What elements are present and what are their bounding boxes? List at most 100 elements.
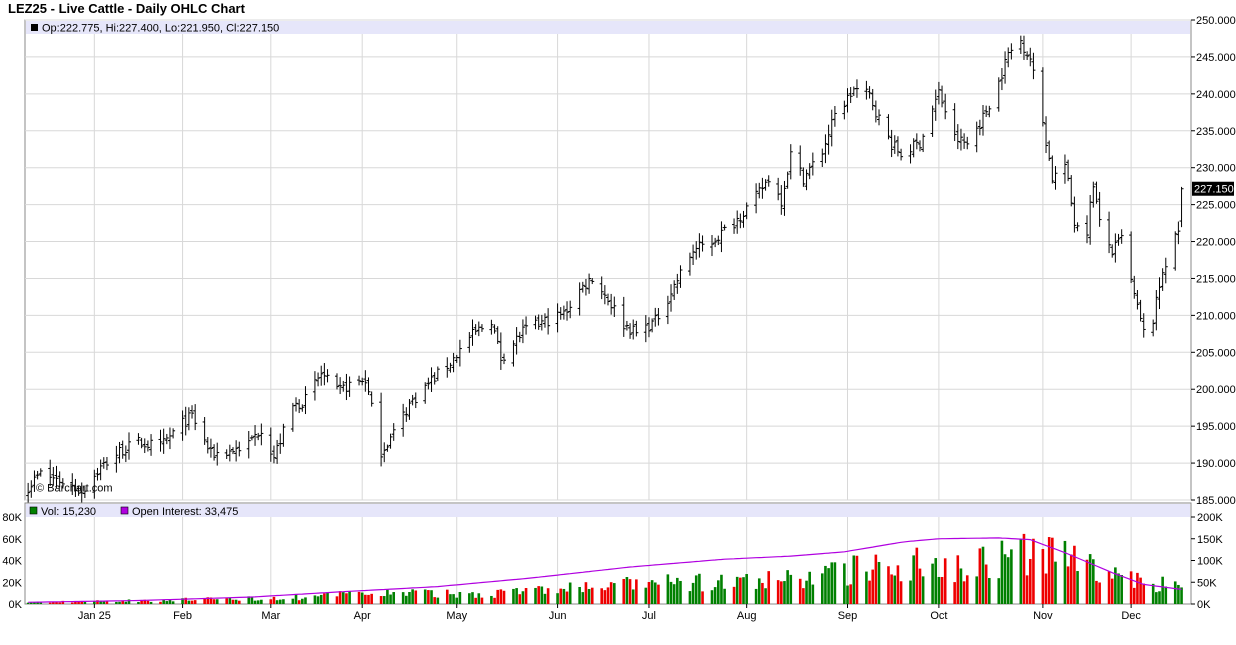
volume-bar — [212, 599, 216, 604]
volume-bar — [540, 586, 544, 604]
volume-bar — [1073, 545, 1076, 604]
volume-bar — [304, 597, 307, 604]
volume-bar — [301, 598, 304, 604]
volume-bar — [335, 596, 339, 604]
volume-bar — [628, 579, 632, 604]
volume-bar — [959, 568, 963, 604]
volume-bar — [1076, 571, 1079, 604]
volume-bar — [802, 588, 805, 604]
volume-bar — [940, 576, 944, 604]
price-tick-label: 210.000 — [1196, 310, 1236, 322]
price-panel-frame — [24, 19, 1192, 501]
time-tick-label: Nov — [1033, 610, 1053, 622]
volume-bar — [716, 580, 720, 604]
volume-bar — [433, 597, 436, 604]
volume-bar — [657, 584, 660, 604]
open-interest-legend: Open Interest: 33,475 — [132, 506, 238, 518]
time-tick-label: Apr — [354, 610, 371, 622]
chart-title: LEZ25 - Live Cattle - Daily OHLC Chart — [8, 1, 245, 16]
volume-bar — [805, 580, 808, 604]
volume-bar — [846, 585, 849, 604]
volume-bar — [70, 602, 74, 604]
volume-bar — [379, 596, 383, 604]
volume-bar — [745, 574, 748, 604]
volume-bar — [524, 588, 528, 604]
volume-bar — [852, 555, 856, 604]
volume-bar — [786, 570, 789, 604]
volume-legend-band — [26, 504, 1190, 517]
volume-bar — [518, 594, 522, 604]
volume-bar — [1132, 587, 1136, 604]
volume-bar — [921, 576, 925, 604]
volume-bar — [162, 599, 165, 604]
price-tick-label: 190.000 — [1196, 458, 1236, 470]
volume-bar — [735, 576, 739, 604]
volume-bar — [477, 593, 481, 604]
volume-tick-label: 20K — [2, 577, 22, 589]
time-tick-label: Jun — [549, 610, 567, 622]
volume-bar — [382, 596, 386, 604]
volume-bar — [1010, 549, 1013, 604]
volume-bar — [58, 602, 61, 604]
volume-bar — [256, 600, 260, 604]
volume-bar — [1069, 554, 1073, 604]
volume-bar — [297, 600, 301, 604]
volume-bar — [471, 592, 474, 604]
volume-bar — [820, 573, 824, 604]
volume-bar — [1054, 561, 1057, 604]
volume-bar — [1085, 559, 1089, 604]
price-tick-label: 225.000 — [1196, 200, 1236, 212]
volume-bar — [250, 596, 254, 604]
volume-bar — [30, 602, 33, 604]
volume-bar — [1142, 583, 1146, 604]
volume-bar — [931, 563, 934, 604]
last-price-label: 227.150 — [1194, 184, 1234, 196]
volume-bar — [348, 590, 351, 604]
volume-bar — [253, 600, 257, 604]
volume-bar — [691, 582, 695, 604]
volume-bar — [780, 581, 783, 604]
volume-bar — [1063, 540, 1067, 604]
volume-bar — [408, 592, 411, 604]
volume-bar — [341, 592, 345, 604]
volume-bar — [1000, 540, 1004, 604]
volume-bar — [647, 582, 651, 604]
open-interest-tick-label: 150K — [1197, 534, 1223, 546]
volume-bar — [269, 599, 273, 604]
volume-bar — [1088, 554, 1092, 604]
volume-bar — [584, 582, 588, 604]
volume-bar — [474, 597, 477, 604]
volume-bar — [83, 601, 87, 604]
volume-panel-frame — [24, 502, 1192, 605]
volume-bar — [228, 597, 232, 604]
volume-bar — [458, 592, 462, 604]
volume-bar — [102, 600, 106, 604]
volume-bar — [480, 597, 484, 604]
volume-bar — [405, 595, 408, 604]
volume-bar — [77, 601, 80, 604]
volume-bar — [1003, 554, 1007, 604]
volume-bar — [436, 597, 440, 604]
volume-bar — [537, 586, 540, 604]
volume-bar — [943, 558, 947, 604]
volume-bar — [357, 591, 361, 604]
volume-bar — [874, 554, 878, 604]
volume-bar — [865, 571, 868, 604]
volume-bar — [234, 599, 238, 604]
volume-bar — [742, 577, 745, 604]
volume-bar — [1051, 537, 1054, 604]
volume-bar — [105, 601, 109, 604]
volume-bar — [827, 568, 830, 604]
volume-tick-label: 0K — [9, 599, 23, 611]
volume-bar — [411, 589, 414, 604]
volume-bar — [562, 588, 566, 604]
volume-bar — [490, 595, 493, 604]
volume-bar — [613, 583, 616, 604]
volume-bar — [710, 590, 714, 604]
volume-bar — [118, 601, 121, 604]
price-tick-label: 240.000 — [1196, 89, 1236, 101]
volume-bar — [833, 562, 837, 604]
volume-bar — [468, 593, 471, 604]
open-interest-axis: 0K 50K 100K 150K 200K — [1191, 512, 1223, 611]
volume-bar — [319, 594, 323, 604]
